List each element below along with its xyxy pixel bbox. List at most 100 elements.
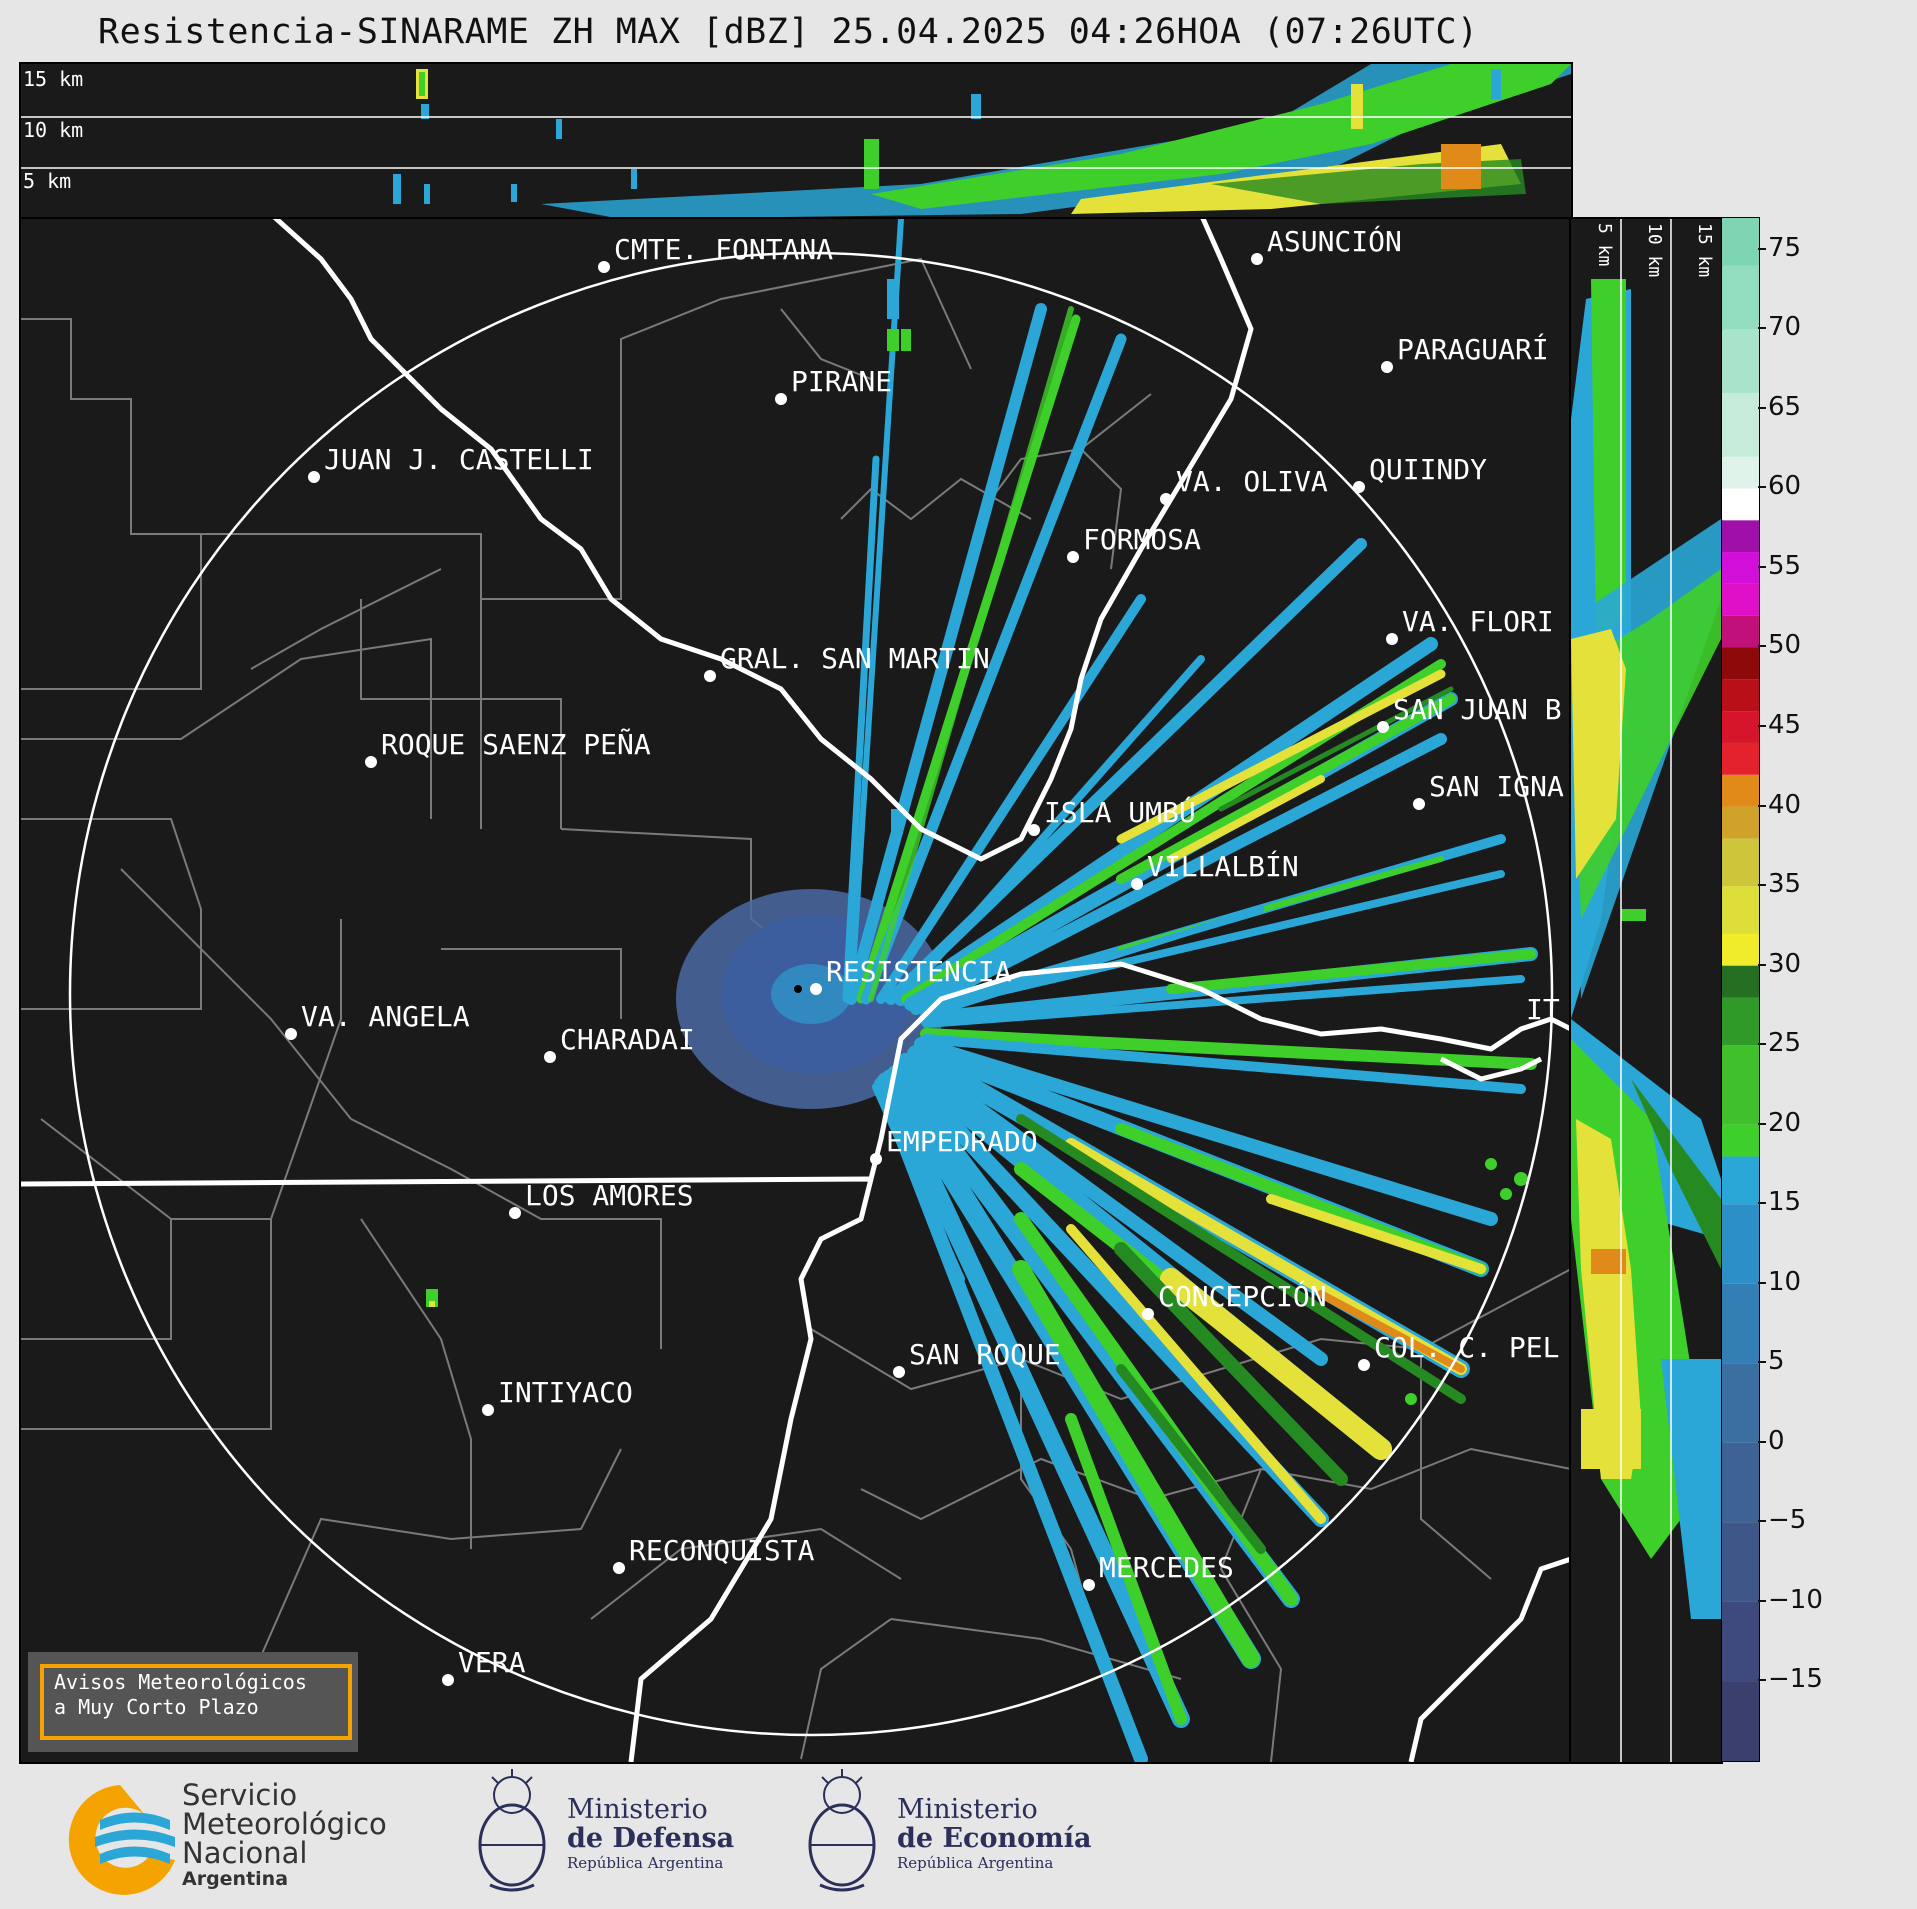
colorbar-tick-label: 45 <box>1768 710 1802 741</box>
international-borders <box>21 219 1571 1762</box>
city-pirane[interactable]: PIRANE <box>775 365 892 405</box>
colorbar-svg <box>1722 218 1759 1761</box>
smn-line1: Servicio <box>182 1778 298 1812</box>
economia-seal-icon <box>808 1769 876 1892</box>
colorbar-tick-label: 40 <box>1768 789 1802 820</box>
city-intiyaco[interactable]: INTIYACO <box>482 1376 633 1416</box>
colorbar-tick-label: 70 <box>1768 312 1802 343</box>
city-gral-san-martin[interactable]: GRAL. SAN MARTIN <box>704 642 990 682</box>
svg-text:VA. FLORI: VA. FLORI <box>1402 605 1554 638</box>
top-height-label-5: 5 km <box>23 169 71 193</box>
warning-panel[interactable]: Avisos Meteorológicos a Muy Corto Plazo <box>28 1652 358 1752</box>
colorbar-band <box>1722 774 1759 807</box>
colorbar-band <box>1722 615 1759 648</box>
svg-text:INTIYACO: INTIYACO <box>498 1376 633 1409</box>
city-juan-j-castelli[interactable]: JUAN J. CASTELLI <box>308 443 594 483</box>
top-profile-svg: 15 km 10 km 5 km <box>21 64 1571 219</box>
city-asuncion[interactable]: ASUNCIÓN <box>1251 224 1402 265</box>
city-cmte-fontana[interactable]: CMTE. FONTANA <box>598 233 833 273</box>
smn-line4: Argentina <box>182 1868 289 1890</box>
city-quiindy[interactable]: QUIINDY <box>1353 453 1487 493</box>
city-formosa[interactable]: FORMOSA <box>1067 523 1201 563</box>
colorbar-band <box>1722 1156 1759 1205</box>
city-san-juan-b[interactable]: SAN JUAN B <box>1377 693 1562 733</box>
side-profile-echoes <box>1571 279 1721 1619</box>
defensa-line1: Ministerio <box>567 1794 708 1825</box>
city-mercedes[interactable]: MERCEDES <box>1083 1551 1234 1591</box>
colorbar-tick-label: 60 <box>1768 471 1802 502</box>
city-col-c-pel[interactable]: COL. C. PEL <box>1358 1331 1559 1371</box>
colorbar-band <box>1722 965 1759 998</box>
smn-line2: Meteorológico <box>182 1807 387 1841</box>
city-los-amores[interactable]: LOS AMORES <box>509 1179 694 1219</box>
warning-line1: Avisos Meteorológicos <box>54 1670 307 1694</box>
city-empedrado[interactable]: EMPEDRADO <box>870 1125 1038 1165</box>
svg-text:PIRANE: PIRANE <box>791 365 892 398</box>
city-va-angela[interactable]: VA. ANGELA <box>285 1000 470 1040</box>
colorbar-tick-label: 15 <box>1768 1187 1802 1218</box>
colorbar-band <box>1722 329 1759 393</box>
colorbar-band <box>1722 1363 1759 1443</box>
colorbar-tick-mark <box>1758 1599 1766 1602</box>
side-height-profile: 5 km 10 km 15 km <box>1569 217 1723 1764</box>
top-profile-echoes <box>393 64 1571 219</box>
city-resistencia[interactable]: RESISTENCIA <box>810 955 1012 995</box>
svg-text:CONCEPCIÓN: CONCEPCIÓN <box>1158 1279 1327 1313</box>
top-height-label-10: 10 km <box>23 118 83 142</box>
svg-text:JUAN J. CASTELLI: JUAN J. CASTELLI <box>324 443 594 476</box>
city-villalbin[interactable]: VILLALBÍN <box>1131 849 1299 890</box>
colorbar-band <box>1722 933 1759 966</box>
colorbar-band <box>1722 997 1759 1046</box>
svg-text:SAN ROQUE: SAN ROQUE <box>909 1338 1061 1371</box>
city-charadai[interactable]: CHARADAI <box>544 1023 695 1063</box>
radar-map[interactable]: CMTE. FONTANA ASUNCIÓN PARAGUARÍ PIRANE … <box>19 217 1573 1764</box>
colorbar-band <box>1722 456 1759 489</box>
radar-echoes <box>426 219 1538 1762</box>
colorbar-band <box>1722 265 1759 330</box>
economia-line1: Ministerio <box>897 1794 1038 1825</box>
colorbar-band <box>1722 1681 1759 1761</box>
svg-text:SAN JUAN B: SAN JUAN B <box>1393 693 1562 726</box>
colorbar-tick-label: 65 <box>1768 391 1802 422</box>
radar-map-svg: CMTE. FONTANA ASUNCIÓN PARAGUARÍ PIRANE … <box>21 219 1571 1762</box>
colorbar-tick-label: −15 <box>1768 1664 1823 1695</box>
colorbar-tick-label: 0 <box>1768 1425 1785 1456</box>
city-vera[interactable]: VERA <box>442 1646 526 1686</box>
city-san-igna[interactable]: SAN IGNA <box>1413 770 1564 810</box>
svg-text:VA. OLIVA: VA. OLIVA <box>1176 465 1328 498</box>
page-title: Resistencia-SINARAME ZH MAX [dBZ] 25.04.… <box>98 12 1479 52</box>
svg-text:EMPEDRADO: EMPEDRADO <box>886 1125 1038 1158</box>
colorbar-band <box>1722 583 1759 616</box>
colorbar-tick-mark <box>1758 1202 1766 1205</box>
svg-text:ASUNCIÓN: ASUNCIÓN <box>1267 224 1402 258</box>
colorbar-band <box>1722 1124 1759 1157</box>
defensa-seal-icon <box>478 1769 546 1892</box>
colorbar-band <box>1722 218 1759 266</box>
city-san-roque[interactable]: SAN ROQUE <box>893 1338 1061 1378</box>
city-it[interactable]: IT <box>1526 993 1560 1026</box>
colorbar-band <box>1722 886 1759 934</box>
colorbar-tick-mark <box>1758 804 1766 807</box>
svg-text:CMTE. FONTANA: CMTE. FONTANA <box>614 233 833 266</box>
city-roque-saenz-pena[interactable]: ROQUE SAENZ PEÑA <box>365 727 651 768</box>
city-va-flori[interactable]: VA. FLORI <box>1386 605 1554 645</box>
city-paraguari[interactable]: PARAGUARÍ <box>1381 332 1549 373</box>
svg-text:GRAL. SAN MARTIN: GRAL. SAN MARTIN <box>720 642 990 675</box>
side-profile-svg: 5 km 10 km 15 km <box>1571 219 1721 1762</box>
svg-text:VA. ANGELA: VA. ANGELA <box>301 1000 470 1033</box>
city-concepcion[interactable]: CONCEPCIÓN <box>1142 1279 1327 1320</box>
warning-box[interactable]: Avisos Meteorológicos a Muy Corto Plazo <box>40 1664 352 1740</box>
city-reconquista[interactable]: RECONQUISTA <box>613 1534 815 1574</box>
svg-text:QUIINDY: QUIINDY <box>1369 453 1487 486</box>
top-height-label-15: 15 km <box>23 67 83 91</box>
dbz-colorbar <box>1721 217 1760 1762</box>
defensa-logo: Ministerio de Defensa República Argentin… <box>470 1765 750 1900</box>
colorbar-band <box>1722 552 1759 584</box>
city-isla-umbu[interactable]: ISLA UMBÚ <box>1028 795 1196 836</box>
colorbar-band <box>1722 1283 1759 1364</box>
colorbar-tick-mark <box>1758 486 1766 489</box>
city-va-oliva[interactable]: VA. OLIVA <box>1160 465 1328 505</box>
economia-line3: República Argentina <box>897 1854 1054 1872</box>
colorbar-tick-label: 25 <box>1768 1028 1802 1059</box>
colorbar-tick-mark <box>1758 963 1766 966</box>
